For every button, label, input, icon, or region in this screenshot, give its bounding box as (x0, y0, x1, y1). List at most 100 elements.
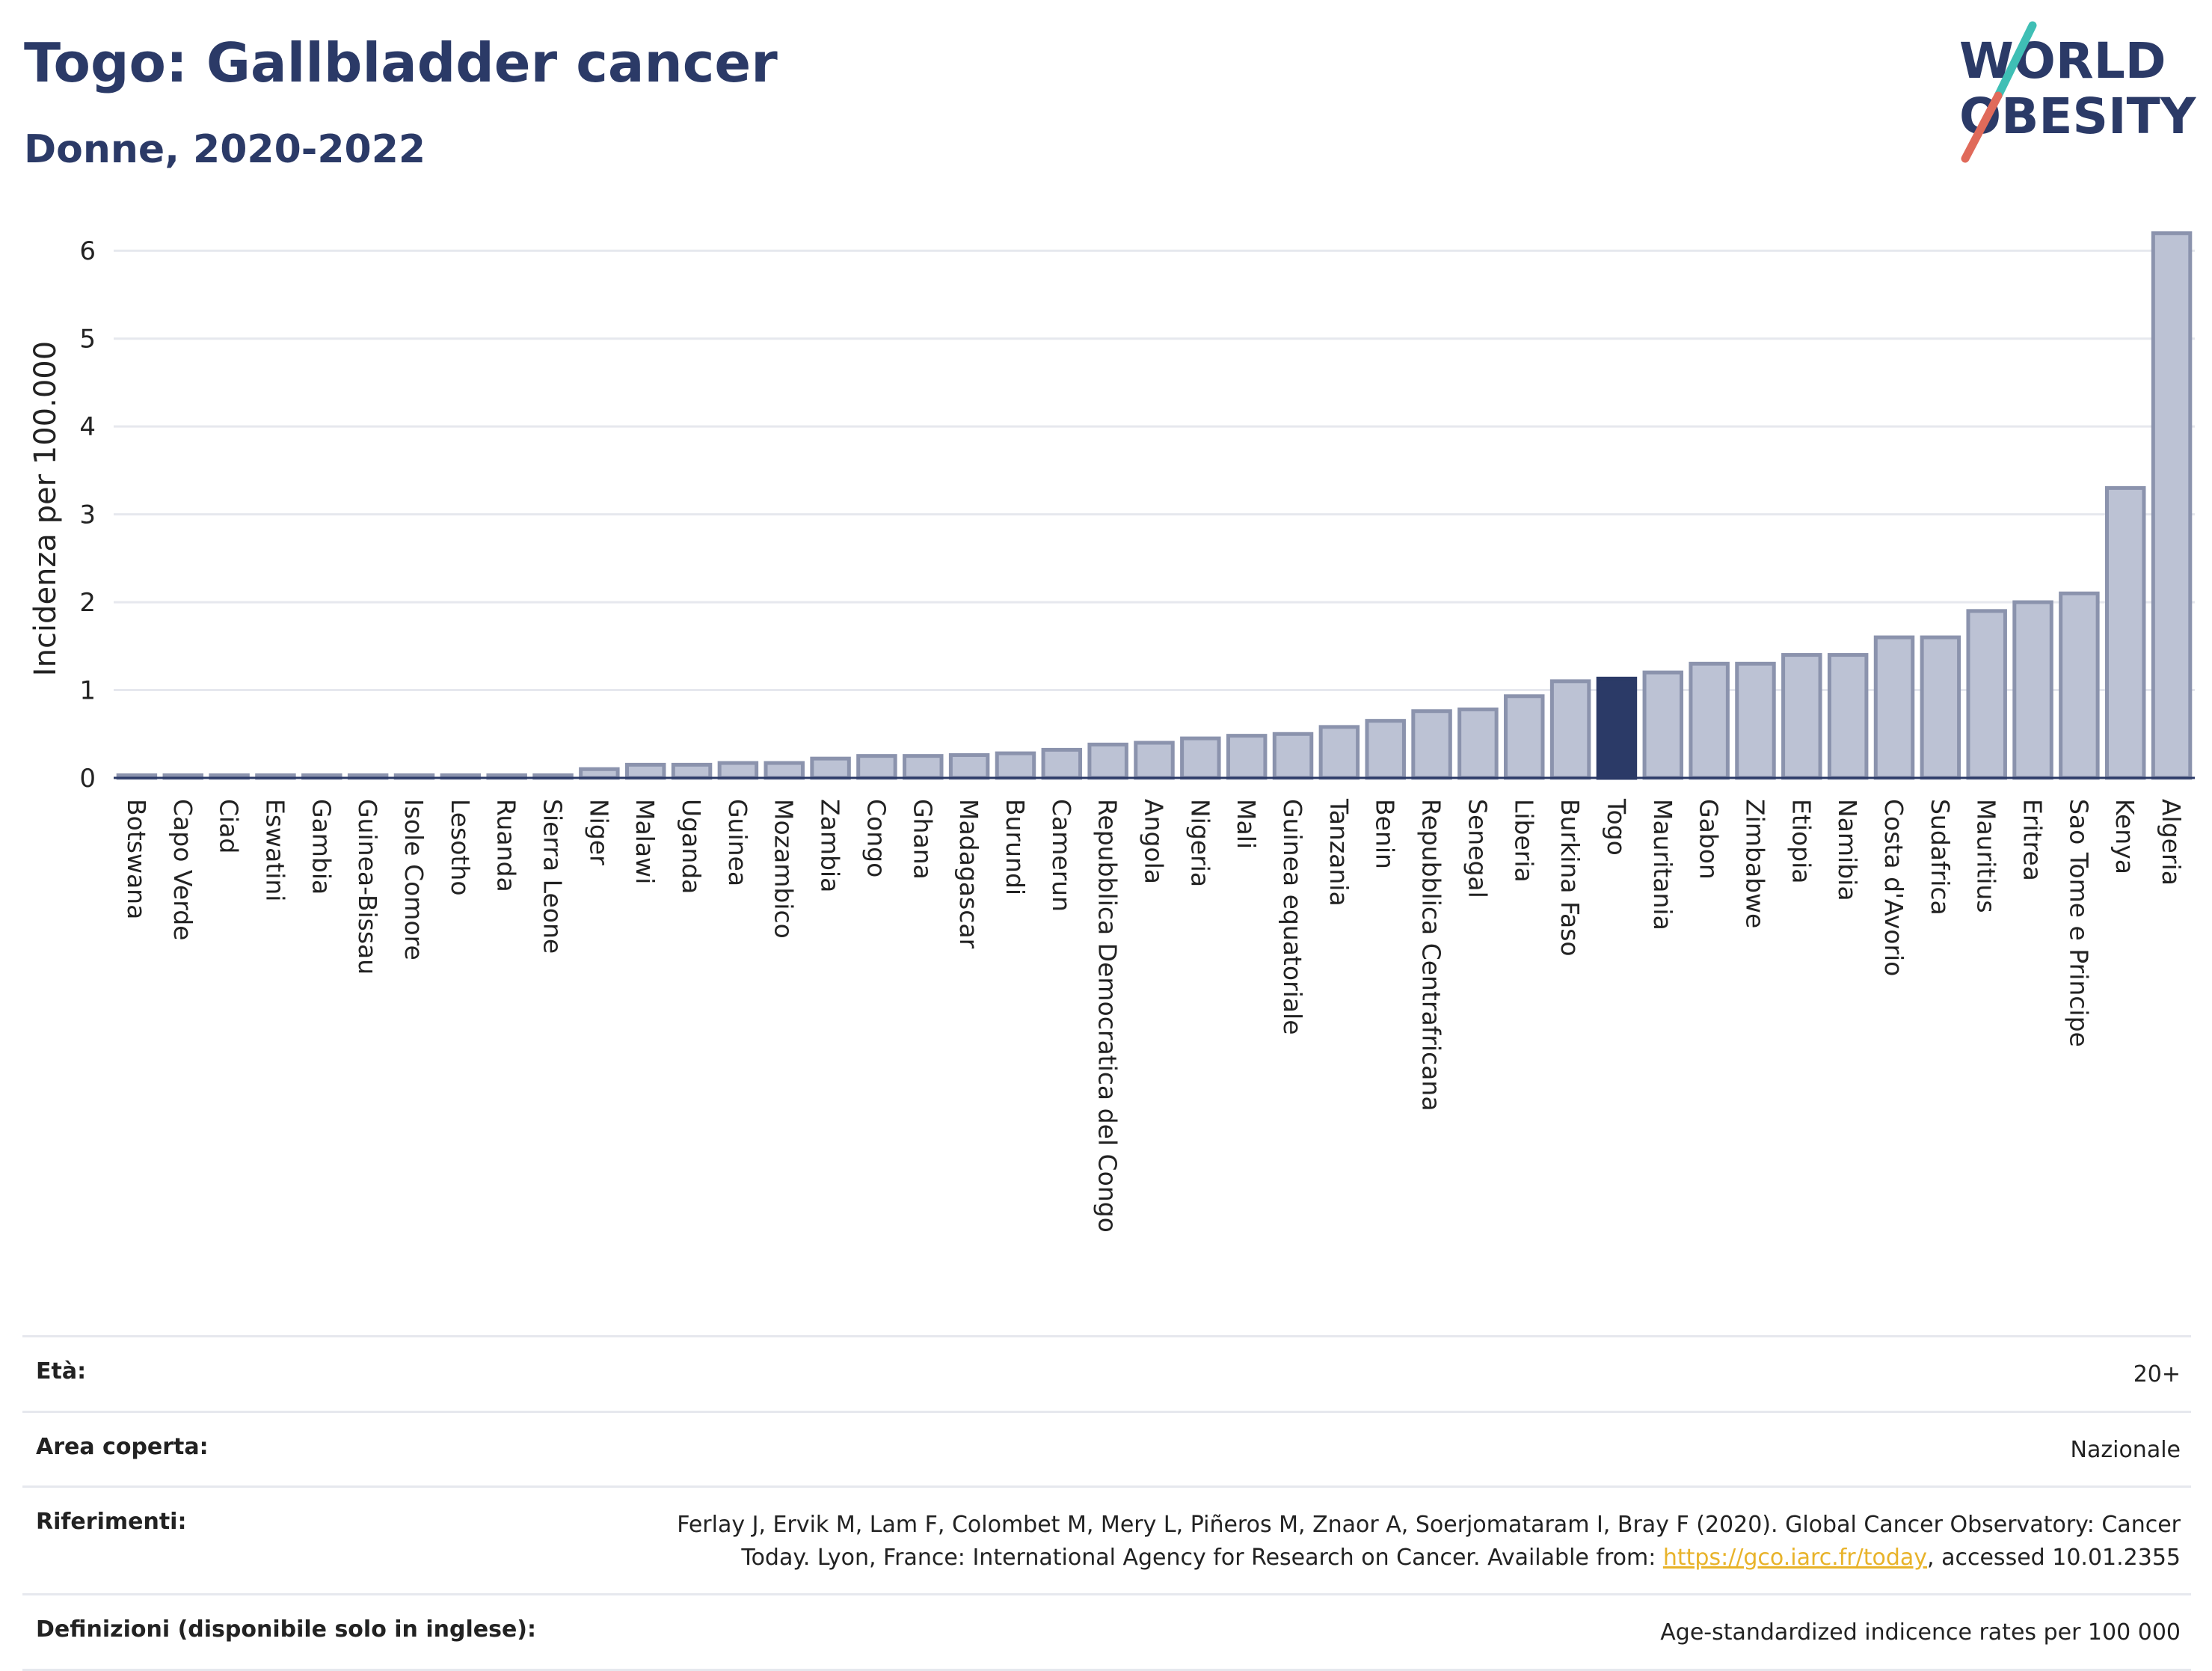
bar (1920, 635, 1961, 780)
reference-text-line1: Ferlay J, Ervik M, Lam F, Colombet M, Me… (677, 1512, 2181, 1538)
bar (764, 761, 805, 780)
x-tick-label: Gambia (307, 799, 336, 895)
bar (948, 752, 990, 780)
y-tick-label: 5 (79, 325, 96, 355)
x-tick-label: Zambia (816, 799, 845, 892)
x-tick-label: Tanzania (1324, 798, 1354, 907)
bar (995, 751, 1036, 780)
bar (1226, 734, 1268, 780)
x-tick-label: Ghana (908, 799, 937, 880)
x-tick-label: Burkina Faso (1555, 799, 1585, 957)
x-tick-label: Eswatini (260, 799, 289, 901)
footer-value: Ferlay J, Ervik M, Lam F, Colombet M, Me… (677, 1509, 2181, 1574)
footer-label: Area coperta: (36, 1433, 209, 1460)
footer-value: 20+ (2133, 1361, 2181, 1388)
x-tick-label: Gabon (1695, 799, 1724, 880)
footer-value: Nazionale (2070, 1436, 2181, 1463)
reference-link[interactable]: https://gco.iarc.fr/today (1662, 1544, 1928, 1571)
svg-text:WORLD: WORLD (1959, 32, 2166, 90)
x-tick-label: Senegal (1463, 799, 1492, 898)
x-tick-label: Congo (861, 799, 891, 877)
bar (671, 762, 713, 780)
x-tick-label: Etiopia (1787, 799, 1816, 884)
footer-value: Age-standardized indicence rates per 100… (1660, 1619, 2181, 1646)
world-obesity-logo: WORLD OBESITY (1959, 21, 2197, 163)
bar-highlighted (1596, 676, 1638, 780)
bar (1134, 741, 1175, 780)
page-title: Togo: Gallbladder cancer (24, 31, 778, 94)
x-tick-label: Guinea-Bissau (353, 799, 382, 975)
x-tick-label: Kenya (2110, 799, 2139, 874)
x-tick-label: Guinea (723, 799, 752, 886)
bar (717, 761, 759, 780)
x-tick-label: Liberia (1509, 799, 1538, 883)
info-table: Età: 20+ Area coperta: Nazionale Riferim… (22, 1335, 2191, 1671)
bar (1504, 694, 1545, 780)
x-tick-label: Uganda (677, 799, 706, 894)
bar (1873, 635, 1915, 780)
bar (1966, 609, 2007, 780)
x-tick-label: Eritrea (2018, 799, 2047, 881)
x-tick-label: Capo Verde (168, 799, 197, 940)
bar (1272, 732, 1314, 780)
x-tick-label: Repubblica Centrafricana (1417, 799, 1446, 1112)
footer-row-references: Riferimenti: Ferlay J, Ervik M, Lam F, C… (22, 1485, 2191, 1593)
bar (903, 754, 944, 780)
bar (1781, 653, 1822, 780)
bar (856, 754, 897, 780)
gridlines (114, 249, 2195, 692)
reference-text-line2: Today. Lyon, France: International Agenc… (741, 1544, 1663, 1571)
bar (1735, 661, 1776, 780)
x-tick-label: Madagascar (954, 799, 983, 949)
x-tick-label: Sierra Leone (538, 799, 568, 954)
x-tick-label: Camerun (1047, 799, 1076, 912)
reference-text-accessed: , accessed 10.01.2355 (1927, 1544, 2181, 1571)
footer-row-definitions: Definizioni (disponibile solo in inglese… (22, 1593, 2191, 1671)
x-tick-label: Togo (1602, 798, 1631, 856)
bar (1827, 653, 1869, 780)
bar (1087, 742, 1128, 780)
x-tick-label: Mauritius (1972, 799, 2001, 913)
x-tick-label: Mozambico (769, 799, 799, 939)
x-tick-label: Lesotho (446, 799, 475, 896)
bar (1411, 709, 1452, 780)
y-axis-title: Incidenza per 100.000 (28, 341, 63, 676)
bar (1365, 719, 1406, 780)
x-tick-label: Sudafrica (1926, 799, 1955, 916)
x-tick-label: Sao Tome e Principe (2064, 799, 2093, 1047)
footer-label: Età: (36, 1358, 87, 1385)
y-tick-label: 6 (79, 236, 96, 266)
bar (2151, 231, 2193, 780)
x-tick-label: Namibia (1833, 799, 1862, 901)
x-tick-label: Malawi (630, 799, 660, 884)
bar (1457, 707, 1499, 780)
y-axis-ticks: 0 1 2 3 4 5 6 (79, 236, 96, 794)
x-tick-label: Algeria (2157, 799, 2186, 886)
bar (2059, 591, 2100, 780)
x-tick-label: Benin (1371, 799, 1400, 869)
bar (1689, 661, 1730, 780)
x-axis-labels: Botswana Capo Verde Ciad Eswatini Gambia Guin… (122, 798, 2186, 1233)
bar (2012, 600, 2053, 780)
x-tick-label: Burundi (1001, 799, 1030, 895)
x-tick-label: Ruanda (492, 799, 521, 892)
x-tick-label: Guinea equatoriale (1278, 799, 1307, 1035)
bar (1180, 736, 1221, 780)
x-tick-label: Mali (1232, 799, 1261, 849)
page-subtitle: Donne, 2020-2022 (24, 127, 426, 172)
x-tick-label: Isole Comore (399, 799, 428, 960)
footer-row-age: Età: 20+ (22, 1335, 2191, 1411)
footer-label: Definizioni (disponibile solo in inglese… (36, 1616, 536, 1643)
x-tick-label: Botswana (122, 799, 151, 919)
footer-row-area: Area coperta: Nazionale (22, 1410, 2191, 1486)
bar (624, 762, 666, 780)
bar (1318, 725, 1360, 780)
y-tick-label: 1 (79, 676, 96, 706)
x-tick-label: Nigeria (1185, 799, 1214, 887)
footer-label: Riferimenti: (36, 1509, 187, 1535)
x-tick-label: Ciad (215, 799, 244, 853)
bar (1642, 670, 1684, 780)
bar (1549, 679, 1591, 780)
x-tick-label: Mauritania (1648, 799, 1677, 930)
x-tick-label: Repubblica Democratica del Congo (1093, 799, 1122, 1233)
